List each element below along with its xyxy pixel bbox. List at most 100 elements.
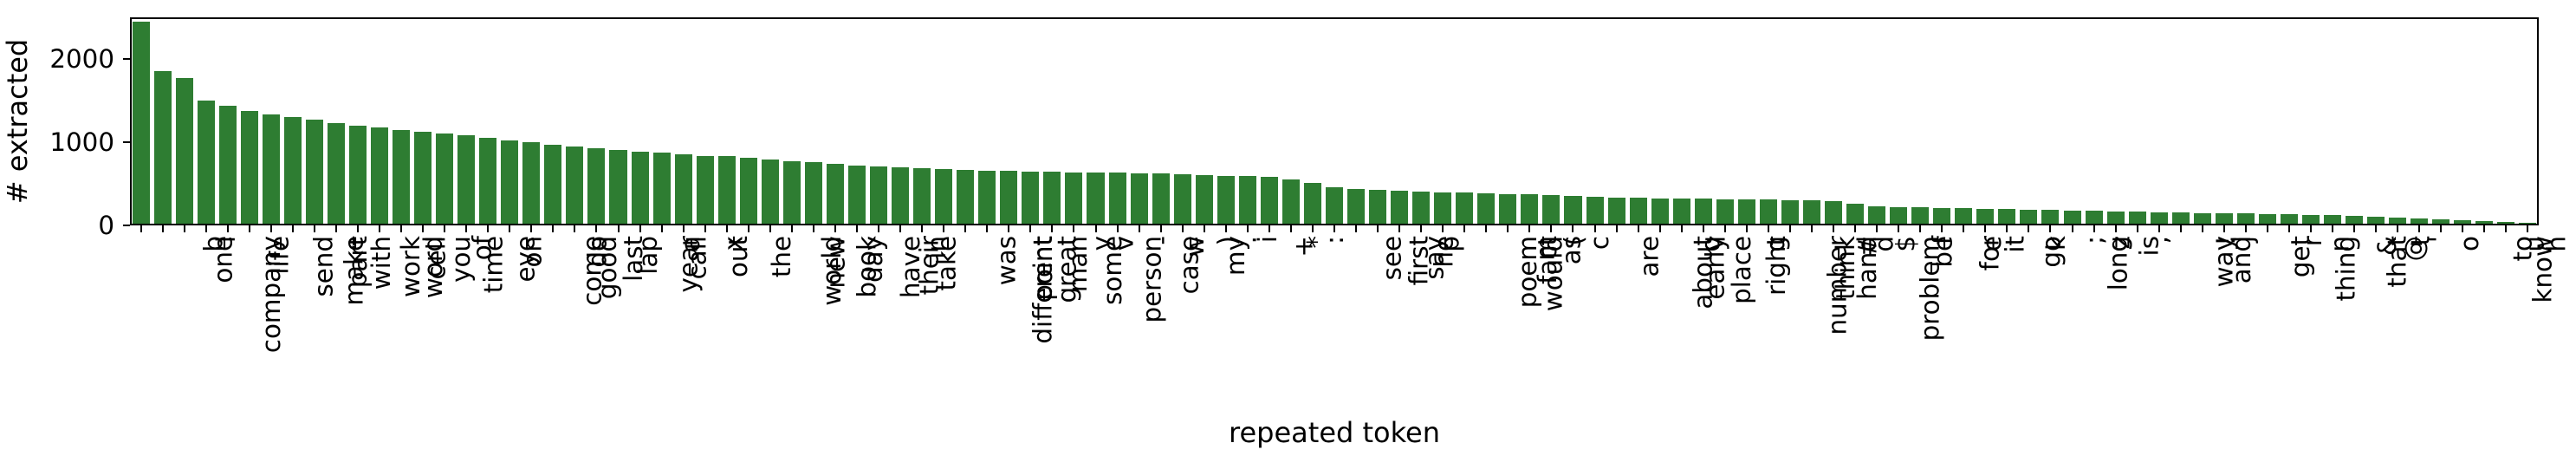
x-tick-mark	[921, 225, 923, 232]
bar	[2324, 215, 2341, 225]
x-tick-mark	[2245, 225, 2247, 232]
x-tick-mark	[335, 225, 337, 232]
x-tick-mark	[1117, 225, 1119, 232]
bar	[827, 164, 844, 225]
x-tick-mark	[2223, 225, 2225, 232]
bar	[2432, 219, 2449, 225]
x-tick-mark	[1594, 225, 1596, 232]
bar	[154, 71, 172, 225]
x-tick-mark	[661, 225, 663, 232]
x-tick-label: '	[2424, 236, 2454, 243]
bar	[870, 166, 887, 225]
x-tick-mark	[1442, 225, 1444, 232]
bar	[783, 161, 801, 225]
x-tick-label: place	[1727, 236, 1756, 304]
bar	[957, 170, 974, 225]
x-tick-mark	[1854, 225, 1856, 232]
x-tick-mark	[1919, 225, 1921, 232]
x-tick-mark	[1876, 225, 1878, 232]
x-tick-mark	[1398, 225, 1400, 232]
bar	[544, 145, 561, 225]
bar	[2237, 213, 2255, 225]
x-tick-mark	[1638, 225, 1639, 232]
bar	[219, 106, 237, 225]
x-tick-mark	[2158, 225, 2160, 232]
x-tick-label: v	[1109, 236, 1139, 251]
x-tick-mark	[1724, 225, 1726, 232]
y-axis-label: # extracted	[1, 39, 34, 205]
x-tick-mark	[379, 225, 380, 232]
bar	[1369, 190, 1386, 225]
bar	[522, 142, 540, 225]
bar	[718, 156, 736, 225]
bar	[1825, 201, 1842, 225]
bar	[632, 152, 649, 225]
bar	[457, 135, 475, 225]
x-tick-label: n	[2326, 236, 2355, 252]
bar	[1391, 191, 1408, 225]
bar	[1542, 195, 1560, 225]
x-tick-mark	[1485, 225, 1487, 232]
bar	[1564, 196, 1581, 225]
bar	[2281, 214, 2298, 225]
bar-chart-figure: 010002000 companyonebllifesendmakepartwi…	[0, 0, 2576, 456]
bar	[2216, 213, 2233, 225]
x-tick-mark	[943, 225, 944, 232]
x-tick-mark	[2375, 225, 2377, 232]
bar	[1521, 194, 1538, 225]
x-tick-mark	[2267, 225, 2268, 232]
x-tick-mark	[1182, 225, 1184, 232]
bar	[349, 126, 367, 225]
bar	[1976, 209, 1994, 225]
x-tick-mark	[400, 225, 402, 232]
x-tick-label: in	[922, 236, 951, 259]
x-tick-mark	[487, 225, 489, 232]
x-tick-label: $	[1891, 236, 1921, 252]
bar	[436, 134, 453, 225]
bar	[2107, 212, 2125, 225]
bar	[306, 120, 323, 225]
x-tick-label: &	[2372, 236, 2402, 256]
bar	[2346, 216, 2363, 225]
x-tick-mark	[1507, 225, 1509, 232]
x-tick-mark	[2397, 225, 2398, 232]
x-tick-mark	[1550, 225, 1552, 232]
x-tick-mark	[357, 225, 359, 232]
bar	[241, 111, 258, 225]
x-tick-mark	[444, 225, 445, 232]
x-tick-label: g	[1761, 236, 1790, 252]
bar	[1174, 174, 1191, 225]
x-tick-mark	[618, 225, 620, 232]
x-tick-label: k	[2041, 236, 2071, 251]
x-tick-mark	[2006, 225, 2008, 232]
bar	[1043, 172, 1061, 225]
bar	[371, 127, 388, 225]
x-tick-mark	[1160, 225, 1162, 232]
y-tick-label: 0	[0, 211, 114, 240]
x-tick-mark	[509, 225, 510, 232]
bar	[1087, 173, 1104, 225]
bar	[1586, 197, 1604, 225]
x-tick-mark	[2049, 225, 2051, 232]
y-tick-mark	[123, 58, 130, 60]
bar	[1347, 189, 1365, 225]
bar	[1456, 192, 1473, 225]
x-tick-label: was	[991, 236, 1021, 285]
bar	[2151, 212, 2168, 225]
x-tick-mark	[2072, 225, 2073, 232]
bar	[1499, 194, 1516, 225]
x-tick-mark	[1420, 225, 1422, 232]
bar	[892, 167, 909, 225]
x-tick-mark	[1616, 225, 1618, 232]
x-tick-label: o	[2455, 236, 2484, 251]
x-tick-label: h	[2542, 236, 2572, 252]
x-tick-mark	[595, 225, 597, 232]
bar	[1760, 199, 1777, 225]
bar	[1651, 199, 1669, 225]
x-tick-mark	[205, 225, 207, 232]
bar	[1434, 192, 1451, 225]
x-tick-mark	[878, 225, 879, 232]
x-tick-label: it	[2001, 236, 2030, 253]
x-tick-mark	[1290, 225, 1292, 232]
x-tick-mark	[1572, 225, 1574, 232]
